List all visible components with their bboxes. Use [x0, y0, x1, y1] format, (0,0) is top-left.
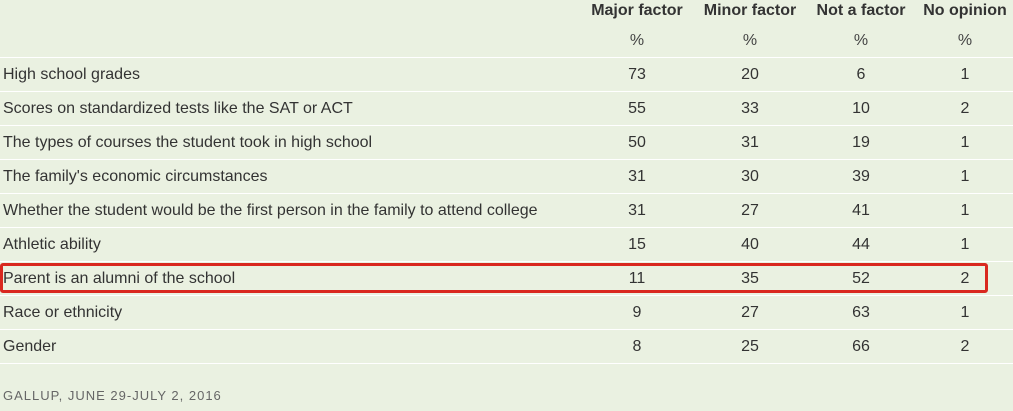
cell-value: 73: [628, 66, 646, 83]
cell-value: 55: [628, 100, 646, 117]
table-row: Athletic ability 15 40 44 1: [0, 228, 1013, 262]
cell-value: 31: [628, 202, 646, 219]
unit-label: %: [853, 32, 869, 49]
column-header-not: Not a factor: [816, 2, 906, 19]
table-header-row: Major factor Minor factor Not a factor N…: [0, 0, 1013, 24]
cell-value: 39: [852, 168, 870, 185]
column-header-minor: Minor factor: [703, 2, 797, 19]
cell-value: 6: [856, 66, 866, 83]
row-label: Gender: [3, 338, 57, 355]
cell-value: 1: [960, 236, 970, 253]
table-row: Race or ethnicity 9 27 63 1: [0, 296, 1013, 330]
row-label: The family's economic circumstances: [3, 168, 268, 185]
table-row-highlighted: Parent is an alumni of the school 11 35 …: [0, 262, 1013, 296]
unit-label: %: [957, 32, 973, 49]
column-header-no-opinion: No opinion: [923, 2, 1007, 19]
cell-value: 35: [741, 270, 759, 287]
row-label: The types of courses the student took in…: [3, 134, 373, 151]
cell-value: 66: [852, 338, 870, 355]
column-header-major: Major factor: [591, 2, 683, 19]
cell-value: 44: [852, 236, 870, 253]
cell-value: 27: [741, 202, 759, 219]
cell-value: 11: [628, 270, 646, 287]
table-row: The family's economic circumstances 31 3…: [0, 160, 1013, 194]
cell-value: 31: [741, 134, 759, 151]
cell-value: 40: [741, 236, 759, 253]
table-row: The types of courses the student took in…: [0, 126, 1013, 160]
cell-value: 41: [852, 202, 870, 219]
cell-value: 1: [960, 304, 970, 321]
cell-value: 2: [960, 100, 970, 117]
row-label: Scores on standardized tests like the SA…: [3, 100, 353, 117]
row-label: High school grades: [3, 66, 140, 83]
table-row: Scores on standardized tests like the SA…: [0, 92, 1013, 126]
cell-value: 20: [741, 66, 759, 83]
cell-value: 15: [628, 236, 646, 253]
cell-value: 52: [852, 270, 870, 287]
cell-value: 30: [741, 168, 759, 185]
cell-value: 8: [632, 338, 642, 355]
cell-value: 31: [628, 168, 646, 185]
cell-value: 9: [632, 304, 642, 321]
table-unit-row: % % % %: [0, 24, 1013, 58]
cell-value: 50: [628, 134, 646, 151]
cell-value: 25: [741, 338, 759, 355]
cell-value: 1: [960, 168, 970, 185]
row-label: Parent is an alumni of the school: [3, 270, 236, 287]
cell-value: 1: [960, 66, 970, 83]
table-row: High school grades 73 20 6 1: [0, 58, 1013, 92]
cell-value: 2: [960, 338, 970, 355]
cell-value: 1: [960, 134, 970, 151]
cell-value: 2: [960, 270, 970, 287]
unit-label: %: [629, 32, 645, 49]
row-label: Athletic ability: [3, 236, 101, 253]
cell-value: 10: [852, 100, 870, 117]
unit-label: %: [742, 32, 758, 49]
cell-value: 1: [960, 202, 970, 219]
row-label: Whether the student would be the first p…: [3, 202, 538, 219]
table-row: Gender 8 25 66 2: [0, 330, 1013, 364]
row-label: Race or ethnicity: [3, 304, 123, 321]
source-caption: GALLUP, JUNE 29-JULY 2, 2016: [3, 388, 222, 403]
cell-value: 19: [852, 134, 870, 151]
cell-value: 27: [741, 304, 759, 321]
cell-value: 33: [741, 100, 759, 117]
table-row: Whether the student would be the first p…: [0, 194, 1013, 228]
cell-value: 63: [852, 304, 870, 321]
